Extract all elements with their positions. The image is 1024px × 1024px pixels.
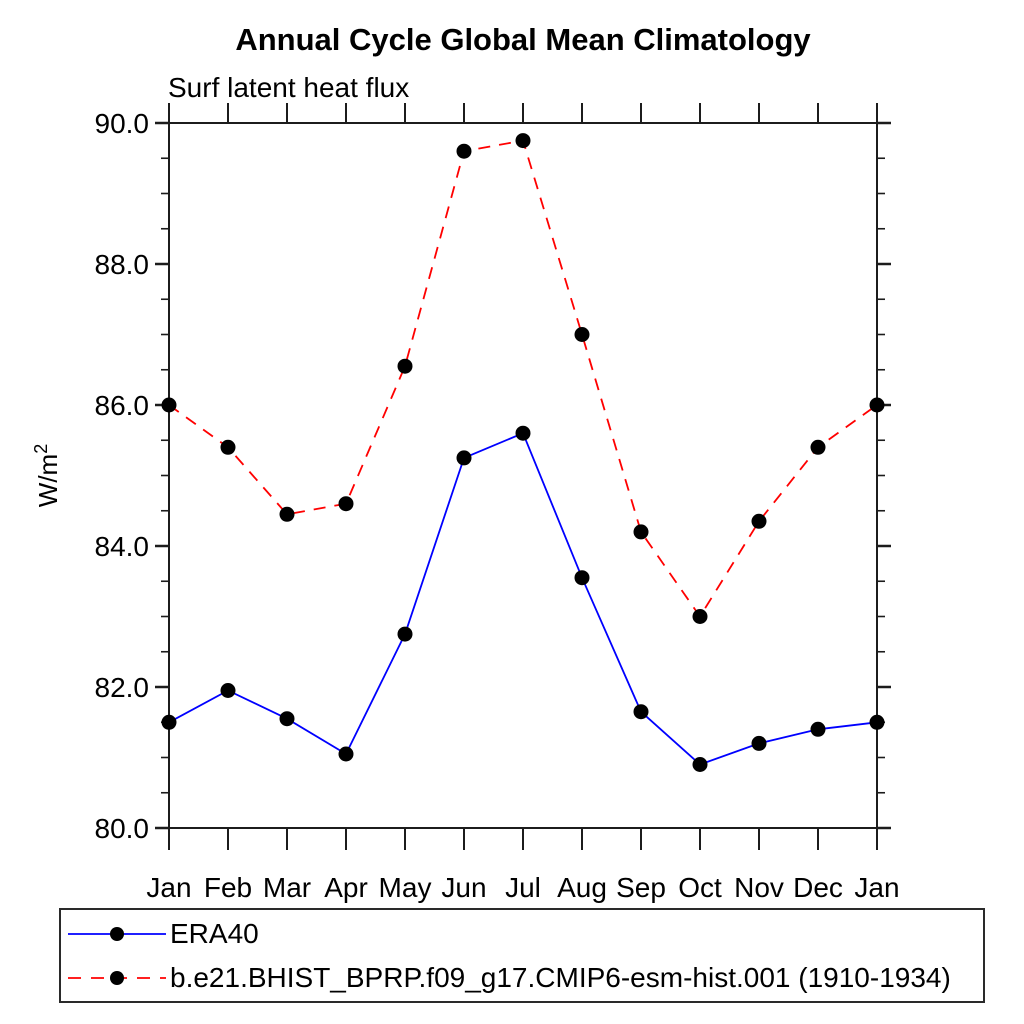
series-model-point (633, 524, 649, 540)
series-era40-point (397, 626, 413, 642)
x-tick-label: Jul (505, 872, 541, 903)
series-era40-point (633, 704, 649, 720)
legend-sample-marker-model (110, 970, 124, 985)
series-model-point (397, 358, 413, 374)
legend-item-era40: ERA40 (66, 912, 983, 956)
x-tick-label: Jan (854, 872, 899, 903)
y-tick-label: 82.0 (95, 672, 150, 703)
x-tick-label: May (379, 872, 432, 903)
x-tick-label: Dec (793, 872, 843, 903)
legend-sample-svg-era40 (68, 926, 166, 941)
legend-label-model: b.e21.BHIST_BPRP.f09_g17.CMIP6-esm-hist.… (170, 961, 951, 993)
chart-subtitle: Surf latent heat flux (168, 72, 410, 103)
series-era40-point (456, 450, 472, 466)
x-tick-label: Mar (263, 872, 311, 903)
series-model-point (456, 143, 472, 159)
legend: ERA40 b.e21.BHIST_BPRP.f09_g17.CMIP6-esm… (59, 908, 985, 1003)
y-tick-label: 88.0 (95, 249, 150, 280)
series-model-point (220, 439, 236, 455)
y-tick-label: 80.0 (95, 813, 150, 844)
x-tick-label: Feb (204, 872, 252, 903)
y-tick-label: 90.0 (95, 108, 150, 139)
series-model-point (751, 513, 767, 529)
legend-line-sample-era40 (66, 924, 168, 944)
x-tick-label: Apr (324, 872, 368, 903)
series-model-point (810, 439, 826, 455)
y-tick-label: 86.0 (95, 390, 150, 421)
chart-title: Annual Cycle Global Mean Climatology (235, 22, 811, 57)
legend-sample-svg-model (68, 970, 166, 985)
series-model-point (279, 506, 295, 522)
series-era40-point (574, 570, 590, 586)
y-tick-label: 84.0 (95, 531, 150, 562)
x-tick-label: Sep (616, 872, 666, 903)
series-era40-point (692, 757, 708, 772)
x-tick-label: Jan (146, 872, 191, 903)
series-model-point (574, 327, 590, 342)
series-model-point (161, 397, 177, 413)
series-era40-point (751, 735, 767, 751)
x-tick-label: Oct (678, 872, 722, 903)
series-era40-point (279, 711, 295, 727)
series-era40-point (869, 714, 885, 730)
x-tick-label: Nov (734, 872, 784, 903)
plot-frame (168, 122, 878, 829)
series-era40-point (338, 746, 354, 762)
series-era40-point (220, 683, 236, 698)
x-tick-label: Jun (441, 872, 486, 903)
legend-line-sample-model (66, 968, 168, 988)
series-era40-point (515, 425, 531, 441)
legend-sample-marker-era40 (110, 926, 124, 941)
series-era40-point (810, 721, 826, 737)
y-axis-title: W/m2 (31, 444, 63, 507)
series-model-point (338, 496, 354, 512)
series-era40-line (168, 432, 878, 766)
series-model-point (869, 397, 885, 413)
x-tick-label: Aug (557, 872, 607, 903)
series-model-line (168, 139, 878, 619)
series-era40-point (161, 714, 177, 730)
legend-label-era40: ERA40 (170, 917, 259, 949)
series-model-point (692, 609, 708, 624)
legend-item-model: b.e21.BHIST_BPRP.f09_g17.CMIP6-esm-hist.… (66, 956, 983, 1000)
series-model-point (515, 133, 531, 149)
